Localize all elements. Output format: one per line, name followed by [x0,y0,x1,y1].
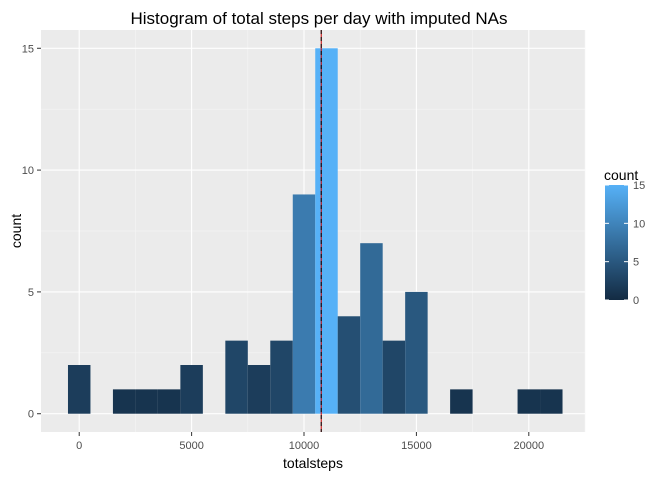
histogram-bar [540,389,562,413]
legend-label: 10 [633,218,645,230]
x-tick-label: 5000 [179,440,203,452]
x-tick-label: 20000 [514,440,545,452]
histogram-bar [383,341,405,414]
legend-label: 15 [633,180,645,192]
histogram-bar [360,243,382,414]
chart-title: Histogram of total steps per day with im… [131,9,508,28]
histogram-bar [248,365,270,414]
y-tick-label: 15 [22,43,34,55]
y-axis: 0 5 10 15 [22,43,41,420]
x-axis: 0 5000 10000 15000 20000 [76,432,544,452]
x-tick-label: 0 [76,440,82,452]
y-tick-label: 0 [28,409,34,421]
histogram-bar [68,365,90,414]
legend-label: 5 [633,257,639,269]
histogram-bar [293,194,315,413]
histogram-bar [180,365,202,414]
histogram-bar [338,316,360,413]
x-axis-title: totalsteps [283,455,343,471]
x-tick-label: 15000 [401,440,432,452]
histogram-bar [113,389,135,413]
histogram-bar [225,341,247,414]
histogram-bar [270,341,292,414]
histogram-bar [315,48,337,413]
y-axis-title: count [8,214,24,248]
x-tick-label: 10000 [289,440,320,452]
legend-label: 0 [633,295,639,307]
legend-colorbar [605,185,628,300]
histogram-bar [135,389,157,413]
y-tick-label: 10 [22,165,34,177]
histogram-bar [405,292,427,414]
histogram-bar [158,389,180,413]
histogram-bar [450,389,472,413]
y-tick-label: 5 [28,287,34,299]
histogram-bar [518,389,540,413]
